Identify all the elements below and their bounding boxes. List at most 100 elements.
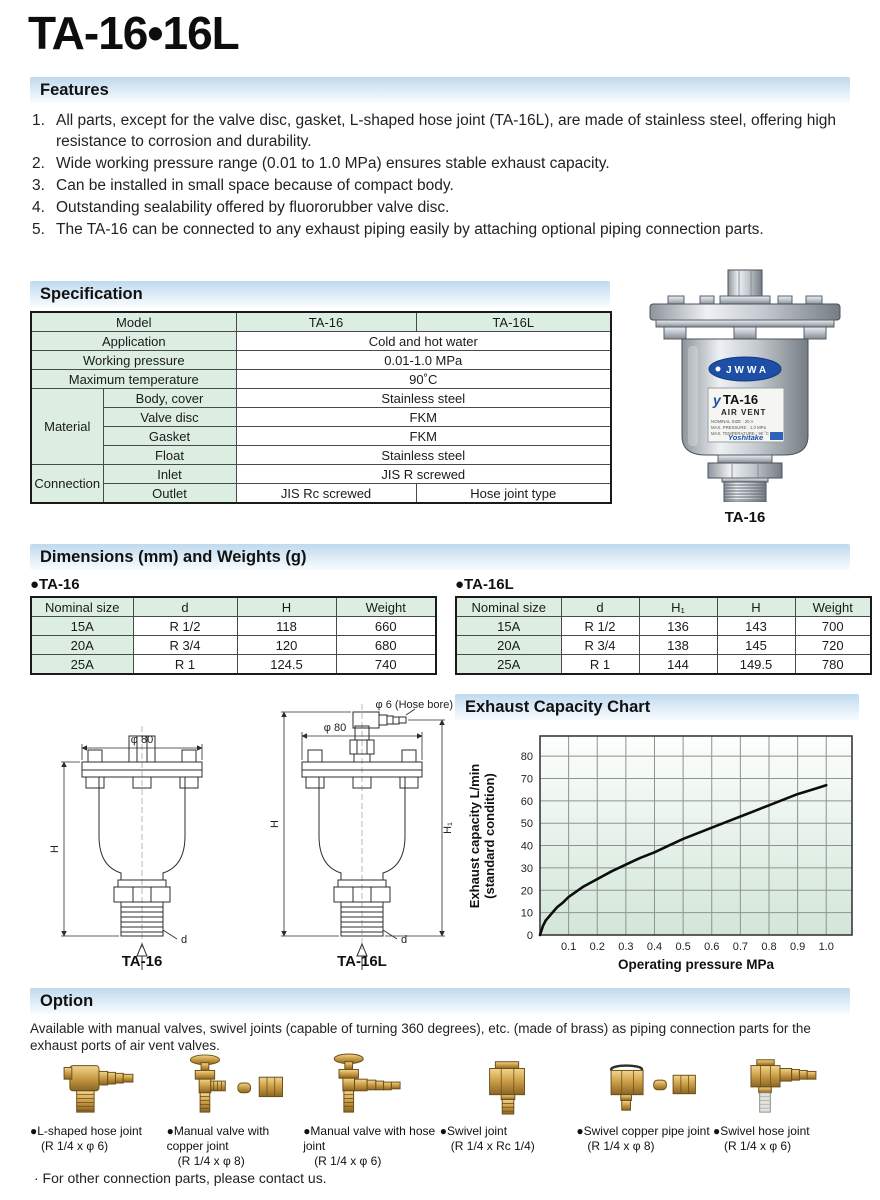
option-name: ●L-shaped hose joint — [30, 1124, 142, 1138]
option-item: ●Swivel joint (R 1/4 x Rc 1/4) — [440, 1048, 577, 1169]
ta16l-dim-h: H — [269, 820, 281, 828]
label-brand: Yoshitake — [728, 433, 763, 442]
option-label: ●Manual valve with hose joint (R 1/4 x φ… — [303, 1124, 440, 1169]
col-header: d — [132, 596, 238, 617]
spec-material-sub-value: FKM — [235, 426, 612, 446]
svg-text:1.0: 1.0 — [819, 941, 834, 953]
svg-text:0.9: 0.9 — [790, 941, 805, 953]
spec-model-label: Model — [30, 311, 237, 332]
table-row: 20A R 3/4 120 680 — [30, 635, 437, 655]
ta16-dim-h: H — [49, 845, 61, 853]
svg-text:0.7: 0.7 — [733, 941, 748, 953]
feature-item: 1. All parts, except for the valve disc, … — [32, 112, 837, 150]
svg-text:70: 70 — [521, 773, 533, 785]
ta16l-bullet-label: ●TA-16L — [455, 576, 514, 593]
feature-item: 5. The TA-16 can be connected to any exha… — [32, 221, 764, 238]
col-header: Nominal size — [455, 596, 562, 617]
option-photo-swivel-copper-pipe-joint — [582, 1048, 708, 1120]
dimension-drawings-svg: d φ 80 H TA-16 — [49, 699, 454, 970]
chart-section-header: Exhaust Capacity Chart — [455, 694, 859, 720]
ta16-drawing-caption: TA-16 — [122, 953, 163, 970]
ta16l-dim-phi80: φ 80 — [324, 722, 346, 734]
option-item: ●Swivel hose joint (R 1/4 x φ 6) — [713, 1048, 850, 1169]
dimension-drawings: d φ 80 H TA-16 — [25, 692, 455, 979]
option-label: ●Manual valve with copper joint (R 1/4 x… — [167, 1124, 304, 1169]
option-section-header: Option — [30, 988, 850, 1014]
col-header: Weight — [794, 596, 872, 617]
col-header: d — [560, 596, 640, 617]
svg-text:40: 40 — [521, 841, 533, 853]
page-title: TA-16•16L — [28, 7, 240, 59]
label-line1: NOMINAL SIZE : 20 A — [711, 419, 753, 424]
spec-material-label: Material — [30, 388, 104, 465]
chart-ylabel-line2: (standard condition) — [482, 773, 497, 899]
label-line2: MAX. PRESSURE : 1.0 MPa — [711, 425, 767, 430]
option-note: · For other connection parts, please con… — [34, 1170, 327, 1186]
ta16l-dim-hose: φ 6 (Hose bore) — [376, 699, 453, 711]
col-header: Nominal size — [30, 596, 134, 617]
spec-max-temperature-label: Maximum temperature — [30, 369, 237, 389]
specification-table: Model TA-16 TA-16L Application Cold and … — [30, 311, 613, 504]
specification-section-header: Specification — [30, 281, 610, 307]
ta16l-drawing-caption: TA-16L — [337, 953, 387, 970]
svg-text:80: 80 — [521, 751, 533, 763]
option-photo-manual-valve-copper-joint — [172, 1048, 298, 1120]
option-size: (R 1/4 x φ 6) — [723, 1139, 792, 1153]
table-row: 25A R 1 144 149.5 780 — [455, 654, 872, 675]
option-item: ●Swivel copper pipe joint (R 1/4 x φ 8) — [576, 1048, 713, 1169]
chart-ylabel-line1: Exhaust capacity L/min — [467, 764, 482, 909]
ta16-dimensions-table: Nominal size d H Weight 15A R 1/2 118 660 2… — [30, 596, 437, 675]
table-row: 20A R 3/4 138 145 720 — [455, 635, 872, 655]
specification-title: Specification — [40, 285, 143, 303]
svg-text:30: 30 — [521, 863, 533, 875]
spec-material-sub-label: Valve disc — [102, 407, 237, 427]
ta16-drawing: d φ 80 H TA-16 — [49, 726, 203, 970]
option-label: ●Swivel copper pipe joint (R 1/4 x φ 8) — [576, 1124, 713, 1154]
ta16l-dim-d: d — [401, 934, 407, 946]
option-name: ●Manual valve with copper joint — [166, 1124, 270, 1153]
specification-table-wrap: Model TA-16 TA-16L Application Cold and … — [30, 311, 613, 504]
photo-hex-nut — [707, 462, 783, 479]
dimensions-title: Dimensions (mm) and Weights (g) — [40, 548, 307, 566]
spec-working-pressure-value: 0.01-1.0 MPa — [235, 350, 612, 370]
spec-model-ta16l: TA-16L — [415, 311, 612, 332]
table-row: 15A R 1/2 118 660 — [30, 616, 437, 636]
spec-inlet-value: JIS R screwed — [235, 464, 612, 484]
svg-text:10: 10 — [521, 908, 533, 920]
option-photo-l-shaped-hose-joint — [35, 1048, 161, 1120]
spec-material-sub-label: Body, cover — [102, 388, 237, 408]
col-header: H — [236, 596, 337, 617]
feature-item: 3. Can be installed in small space becaus… — [32, 177, 454, 194]
features-list: 1. All parts, except for the valve disc, … — [32, 110, 850, 241]
svg-text:0.5: 0.5 — [675, 941, 690, 953]
col-header: H₁ — [638, 596, 718, 617]
option-name: ●Swivel hose joint — [712, 1124, 810, 1138]
features-title: Features — [40, 81, 109, 99]
col-header: H — [716, 596, 796, 617]
product-label — [707, 387, 785, 443]
ta16-bullet-label: ●TA-16 — [30, 576, 80, 593]
svg-text:20: 20 — [521, 885, 533, 897]
chart-svg: Exhaust capacity L/min (standard conditi… — [467, 735, 853, 972]
spec-model-ta16: TA-16 — [235, 311, 417, 332]
spec-material-sub-label: Gasket — [102, 426, 237, 446]
svg-text:0.4: 0.4 — [647, 941, 662, 953]
option-size: (R 1/4 x Rc 1/4) — [450, 1139, 535, 1153]
feature-item: 2. Wide working pressure range (0.01 to 1… — [32, 155, 610, 172]
col-header: Weight — [335, 596, 437, 617]
photo-top-plug — [727, 269, 763, 297]
option-items: ●L-shaped hose joint (R 1/4 x φ 6) — [30, 1048, 850, 1169]
option-label: ●Swivel hose joint (R 1/4 x φ 6) — [713, 1124, 850, 1154]
photo-flange — [649, 303, 841, 321]
svg-text:0.1: 0.1 — [561, 941, 576, 953]
option-item: ●Manual valve with copper joint (R 1/4 x… — [167, 1048, 304, 1169]
option-photo-swivel-joint — [445, 1048, 571, 1120]
svg-text:0.2: 0.2 — [590, 941, 605, 953]
option-name: ●Swivel copper pipe joint — [576, 1124, 710, 1138]
label-model: TA-16 — [723, 392, 758, 407]
option-size: (R 1/4 x φ 6) — [314, 1154, 382, 1168]
svg-text:0: 0 — [527, 930, 533, 942]
spec-material-sub-value: FKM — [235, 407, 612, 427]
spec-connection-label: Connection — [30, 464, 104, 504]
spec-max-temperature-value: 90˚C — [235, 369, 612, 389]
